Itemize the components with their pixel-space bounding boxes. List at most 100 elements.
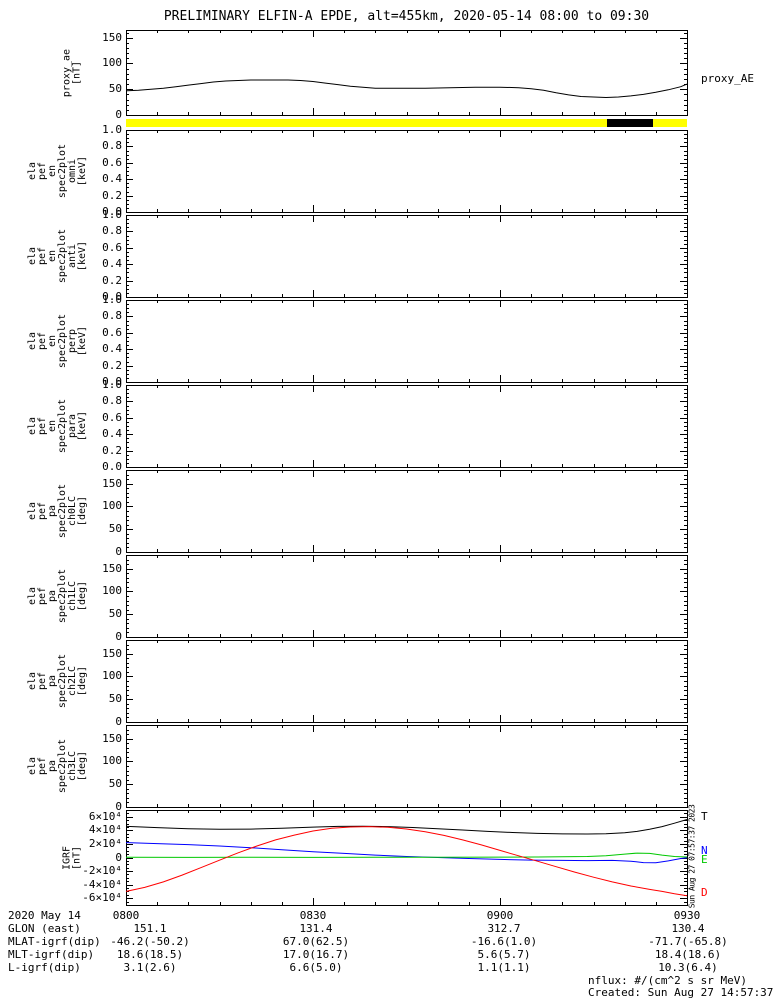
y-tick-label: 50: [108, 777, 122, 791]
y-tick-label: 0: [115, 630, 122, 643]
y-tick-label: 150: [102, 476, 122, 490]
y-tick-label: 0.8: [102, 394, 122, 408]
y-tick-label: 150: [102, 731, 122, 745]
footer-value: 67.0(62.5): [282, 935, 350, 948]
y-tick-label: 100: [102, 584, 122, 598]
series-igrf-T: [125, 819, 688, 835]
y-tick-label: 150: [102, 30, 122, 44]
y-tick-label: 1.0: [102, 293, 122, 306]
footer-row-label: L-igrf(dip): [8, 961, 81, 974]
panel-border-ela_pef_pa_spec2plot_ch0LC: [126, 470, 688, 553]
y-tick-label: 0.6: [102, 325, 122, 339]
y-tick-label: 0.4: [102, 172, 122, 186]
y-tick-label: 0.2: [102, 443, 122, 457]
series-igrf-N: [125, 842, 688, 864]
y-tick-label: 0.8: [102, 309, 122, 323]
y-tick-label: -6×10⁴: [82, 891, 122, 905]
series-label-D: D: [701, 885, 708, 899]
panel-ylabel-ela_pef_en_spec2plot_perp: ela pef en spec2plot perp [keV]: [27, 313, 88, 369]
y-tick-label: 0: [115, 850, 122, 864]
x-tick-label: 0800: [112, 909, 140, 922]
y-tick-label: 0: [115, 715, 122, 728]
y-tick-label: 0: [115, 545, 122, 558]
y-tick-label: 2×10⁴: [88, 836, 122, 850]
y-tick-label: 100: [102, 56, 122, 70]
nflux-note: nflux: #/(cm^2 s sr MeV): [588, 974, 747, 987]
footer-value: 3.1(2.6): [123, 961, 177, 974]
y-tick-label: 0.2: [102, 358, 122, 372]
footer-value: 18.6(18.5): [116, 948, 184, 961]
panel-border-igrf: [126, 810, 688, 906]
footer-value: 1.1(1.1): [477, 961, 531, 974]
series-igrf-E: [125, 852, 688, 858]
footer-date-label: 2020 May 14: [8, 909, 81, 922]
footer-value: 18.4(18.6): [654, 948, 722, 961]
footer-value: 151.1: [133, 922, 167, 935]
y-tick-label: 100: [102, 499, 122, 513]
footer-value: 130.4: [671, 922, 705, 935]
panel-border-ela_pef_en_spec2plot_omni: [126, 130, 688, 213]
footer-value: 312.7: [487, 922, 521, 935]
panel-ylabel-proxy_ae: proxy_ae [nT]: [61, 48, 82, 97]
y-tick-label: 0.8: [102, 224, 122, 238]
y-tick-label: 1.0: [102, 123, 122, 136]
y-tick-label: 0.0: [102, 375, 122, 388]
y-tick-label: 50: [108, 607, 122, 621]
y-tick-label: 0.0: [102, 205, 122, 218]
y-tick-label: 100: [102, 754, 122, 768]
y-tick-label: 150: [102, 646, 122, 660]
panel-border-ela_pef_pa_spec2plot_ch2LC: [126, 640, 688, 723]
page-title: PRELIMINARY ELFIN-A EPDE, alt=455km, 202…: [163, 9, 650, 24]
footer-value: 17.0(16.7): [282, 948, 350, 961]
y-tick-label: 0.2: [102, 273, 122, 287]
footer-value: 131.4: [299, 922, 333, 935]
panel-ylabel-ela_pef_en_spec2plot_anti: ela pef en spec2plot anti [keV]: [27, 228, 88, 284]
series-label-T: T: [701, 809, 708, 823]
y-tick-label: 0.8: [102, 139, 122, 153]
y-tick-label: 0.6: [102, 155, 122, 169]
footer-value: -46.2(-50.2): [110, 935, 190, 948]
panel-ylabel-igrf: IGRF [nT]: [61, 845, 82, 870]
panel-ylabel-ela_pef_pa_spec2plot_ch2LC: ela pef pa spec2plot ch2LC [deg]: [27, 653, 88, 709]
panel-border-ela_pef_pa_spec2plot_ch3LC: [126, 725, 688, 808]
series-label-E: E: [701, 852, 708, 866]
x-tick-label: 0900: [486, 909, 514, 922]
y-tick-label: 0.2: [102, 188, 122, 202]
panel-border-ela_pef_en_spec2plot_perp: [126, 300, 688, 383]
y-tick-label: 100: [102, 669, 122, 683]
panel-border-ela_pef_en_spec2plot_para: [126, 385, 688, 468]
y-tick-label: 0.0: [102, 460, 122, 473]
y-tick-label: 1.0: [102, 378, 122, 391]
y-tick-label: 0: [115, 800, 122, 813]
footer-value: 10.3(6.4): [658, 961, 718, 974]
y-tick-label: 0.0: [102, 290, 122, 303]
time-bar-segment: [606, 119, 653, 127]
panel-ylabel-ela_pef_en_spec2plot_para: ela pef en spec2plot para [keV]: [27, 398, 88, 454]
footer-value: -71.7(-65.8): [648, 935, 728, 948]
panel-ylabel-ela_pef_pa_spec2plot_ch3LC: ela pef pa spec2plot ch3LC [deg]: [27, 738, 88, 794]
x-tick-label: 0930: [673, 909, 701, 922]
series-label-proxy_AE: proxy_AE: [701, 71, 754, 85]
creation-stamp-rotated: Sun Aug 27 07:57:37 2023: [687, 804, 697, 909]
y-tick-label: 0.6: [102, 240, 122, 254]
y-tick-label: 1.0: [102, 208, 122, 221]
footer-row-label: MLT-igrf(dip): [8, 948, 95, 961]
footer-value: 5.6(5.7): [477, 948, 531, 961]
footer-value: 6.6(5.0): [289, 961, 343, 974]
y-tick-label: 0.4: [102, 342, 122, 356]
panel-ylabel-ela_pef_pa_spec2plot_ch0LC: ela pef pa spec2plot ch0LC [deg]: [27, 483, 88, 539]
time-bar: [126, 119, 687, 127]
panel-ylabel-ela_pef_en_spec2plot_omni: ela pef en spec2plot omni [keV]: [27, 143, 88, 199]
panel-border-ela_pef_en_spec2plot_anti: [126, 215, 688, 298]
series-igrf-D: [125, 826, 688, 897]
footer-value: -16.6(1.0): [470, 935, 538, 948]
series-label-N: N: [701, 843, 708, 857]
series-proxy_ae-proxy_AE: [125, 79, 688, 99]
y-tick-label: 150: [102, 561, 122, 575]
panel-ylabel-ela_pef_pa_spec2plot_ch1LC: ela pef pa spec2plot ch1LC [deg]: [27, 568, 88, 624]
y-tick-label: 50: [108, 82, 122, 96]
y-tick-label: 50: [108, 522, 122, 536]
y-tick-label: 0.6: [102, 410, 122, 424]
